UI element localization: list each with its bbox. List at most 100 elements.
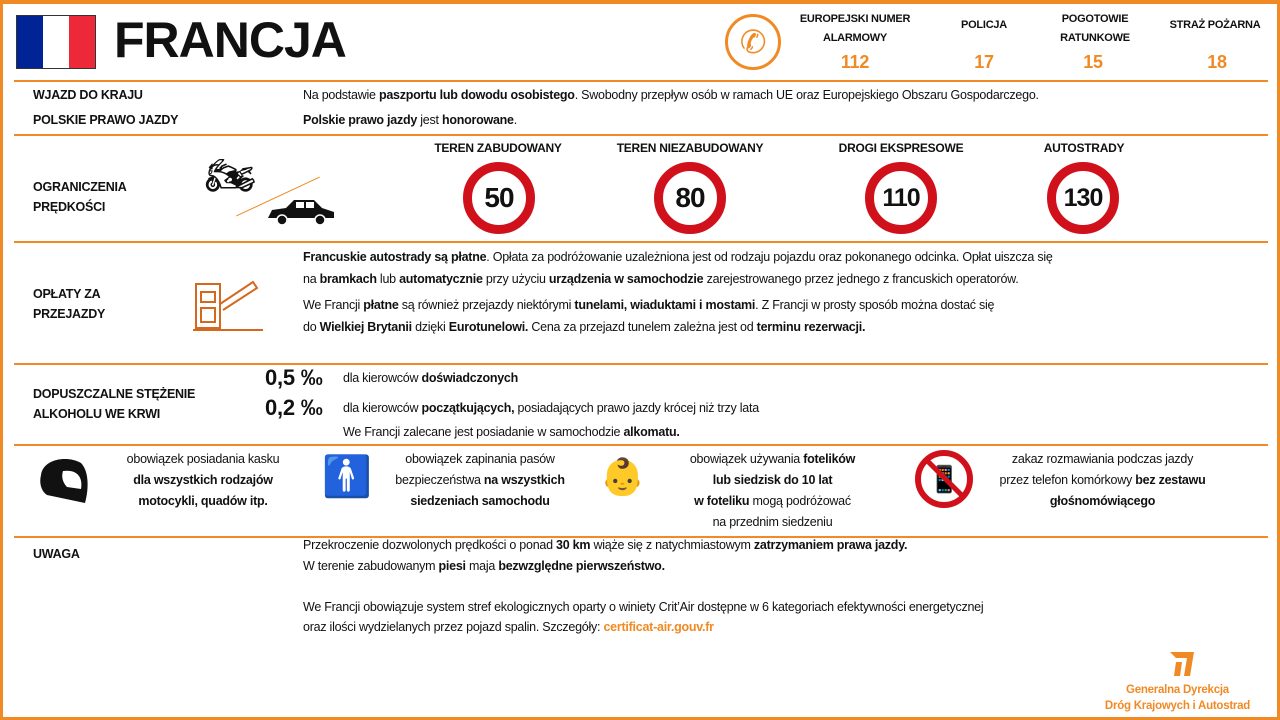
rule-helmet: obowiązek posiadania kasku dla wszystkich… [108, 449, 298, 512]
emergency-number-fire: 18 [1207, 52, 1227, 72]
notice-text: Przekroczenie dozwolonych prędkości o po… [303, 535, 984, 638]
speed-heading-motorway: AUTOSTRADY [1043, 141, 1125, 155]
text-segment: lub siedzisk do 10 lat [712, 473, 833, 487]
tolls-line: Francuskie autostrady są płatne. Opłata … [303, 247, 1053, 268]
text-line: We Francji obowiązuje system stref ekolo… [303, 597, 984, 618]
text-segment: Na podstawie [303, 88, 379, 102]
text-segment: paszportu lub dowodu osobistego [378, 88, 575, 102]
phone-icon: ✆ [725, 14, 781, 70]
text-segment: W terenie zabudowanym [303, 558, 439, 573]
car-icon [266, 196, 336, 226]
text-segment: jest [417, 113, 442, 127]
alcohol-limit-text: dla kierowców początkujących, posiadając… [343, 398, 759, 419]
text-segment: początkujących, [421, 401, 515, 415]
speed-sign-expressway: 110 [865, 162, 937, 234]
entry-label: WJAZD DO KRAJU [33, 88, 143, 102]
france-flag [16, 15, 96, 69]
divider [14, 80, 1268, 82]
text-segment: Wielkiej Brytanii [319, 320, 412, 334]
text-segment: 30 km [556, 538, 591, 552]
text-segment: do [303, 320, 320, 334]
text-line: obowiązek zapinania pasów [375, 449, 585, 470]
text-line [303, 576, 983, 597]
text-segment: Cena za przejazd tunelem zależna jest od [528, 320, 757, 334]
text-segment: oraz ilości wydzielanych przez pojazd sp… [303, 620, 604, 634]
text-segment: urządzenia w samochodzie [548, 272, 704, 286]
text-segment: Eurotunelowi. [448, 320, 529, 334]
motorcycle-icon: 🏍 [205, 154, 256, 198]
emergency-label-police: POLICJA [961, 19, 1007, 31]
text-segment: obowiązek posiadania kasku [126, 452, 280, 466]
text-segment: automatycznie [399, 272, 483, 286]
text-line: bezpieczeństwa na wszystkich [375, 470, 585, 491]
text-line: oraz ilości wydzielanych przez pojazd sp… [303, 617, 983, 638]
divider [14, 241, 1268, 243]
text-segment: tunelami, wiaduktami i mostami [574, 298, 756, 312]
text-segment: dla wszystkich rodzajów [133, 473, 273, 487]
text-segment: są również przejazdy niektórymi [398, 298, 575, 312]
text-line: zakaz rozmawiania podczas jazdy [975, 449, 1230, 470]
text-segment: zakaz rozmawiania podczas jazdy [1011, 452, 1194, 466]
text-segment: doświadczonych [421, 371, 519, 385]
license-text: Polskie prawo jazdy jest honorowane. [303, 110, 517, 131]
no-phone-icon: 📱 [915, 450, 973, 508]
text-segment: maja [465, 558, 499, 573]
tolls-label: OPŁATY ZA PRZEJAZDY [33, 287, 106, 321]
text-segment: . Swobodny przepływ osób w ramach UE ora… [574, 88, 1039, 102]
text-segment: motocykli, quadów itp. [138, 494, 268, 508]
gddkia-logo-text: Generalna Dyrekcja Dróg Krajowych i Auto… [1090, 682, 1265, 714]
text-segment: dzięki [411, 320, 449, 334]
text-segment: lub [376, 272, 400, 286]
text-segment: alkomatu. [623, 425, 680, 439]
alcohol-label: DOPUSZCZALNE STĘŻENIE ALKOHOLU WE KRWI [33, 387, 196, 421]
text-segment: bezpieczeństwa [395, 473, 484, 487]
text-segment: bezwzględne pierwszeństwo. [498, 558, 665, 573]
license-label: POLSKIE PRAWO JAZDY [33, 113, 179, 127]
text-line: siedzeniach samochodu [375, 491, 585, 512]
text-segment: dla kierowców [343, 401, 422, 415]
text-segment: bramkach [319, 272, 377, 286]
seatbelt-icon: 🚹 [322, 455, 372, 499]
gddkia-logo-icon [1168, 648, 1198, 678]
emergency-label-fire: STRAŻ POŻARNA [1169, 19, 1261, 31]
speed-sign-rural: 80 [654, 162, 726, 234]
divider [14, 134, 1268, 136]
rule-seatbelt: obowiązek zapinania pasów bezpieczeństwa … [375, 449, 585, 512]
speed-heading-expressway: DROGI EKSPRESOWE [838, 141, 964, 155]
text-segment: siedzeniach samochodu [410, 494, 550, 508]
alcohol-limit-value: 0,2 ‰ [265, 395, 323, 420]
text-segment: . Opłata za podróżowanie uzależniona jes… [486, 250, 1053, 264]
text-segment: We Francji [303, 298, 364, 312]
text-segment: na [303, 272, 320, 286]
divider [14, 444, 1268, 446]
rule-no-phone: zakaz rozmawiania podczas jazdy przez tel… [975, 449, 1230, 512]
alcohol-note: We Francji zalecane jest posiadanie w sa… [343, 422, 680, 443]
tolls-line: We Francji płatne są również przejazdy n… [303, 295, 995, 316]
text-line: motocykli, quadów itp. [108, 491, 298, 512]
divider [14, 363, 1268, 365]
text-line: w foteliku mogą podróżować [660, 491, 885, 512]
text-line: dla wszystkich rodzajów [108, 470, 298, 491]
text-segment: na wszystkich [483, 473, 565, 487]
toll-gate-icon [193, 278, 263, 333]
text-segment: honorowane [441, 113, 514, 127]
speed-sign-motorway: 130 [1047, 162, 1119, 234]
text-line: na przednim siedzeniu [660, 512, 885, 533]
entry-text: Na podstawie paszportu lub dowodu osobis… [303, 85, 1039, 106]
alcohol-limit-text: dla kierowców doświadczonych [343, 368, 518, 389]
emergency-label-ambulance: POGOTOWIE RATUNKOWE [1060, 13, 1130, 44]
notice-label: UWAGA [33, 547, 80, 561]
text-segment: We Francji zalecane jest posiadanie w sa… [343, 425, 624, 439]
text-segment: terminu rezerwacji. [756, 320, 866, 334]
emergency-number-eu: 112 [840, 52, 870, 72]
text-segment: wiąże się z natychmiastowym [590, 538, 754, 552]
text-line: obowiązek używania fotelików [660, 449, 885, 470]
details-link[interactable]: certificat-air.gouv.fr [603, 620, 714, 634]
tolls-line: do Wielkiej Brytanii dzięki Eurotunelowi… [303, 317, 865, 338]
text-segment: Przekroczenie dozwolonych prędkości o po… [303, 538, 557, 552]
speed-label: OGRANICZENIA PRĘDKOŚCI [33, 180, 127, 214]
text-segment: głośnomówiącego [1049, 494, 1156, 508]
child-seat-icon: 👶 [600, 456, 645, 497]
text-segment: . [513, 113, 518, 127]
emergency-number-police: 17 [974, 52, 994, 72]
